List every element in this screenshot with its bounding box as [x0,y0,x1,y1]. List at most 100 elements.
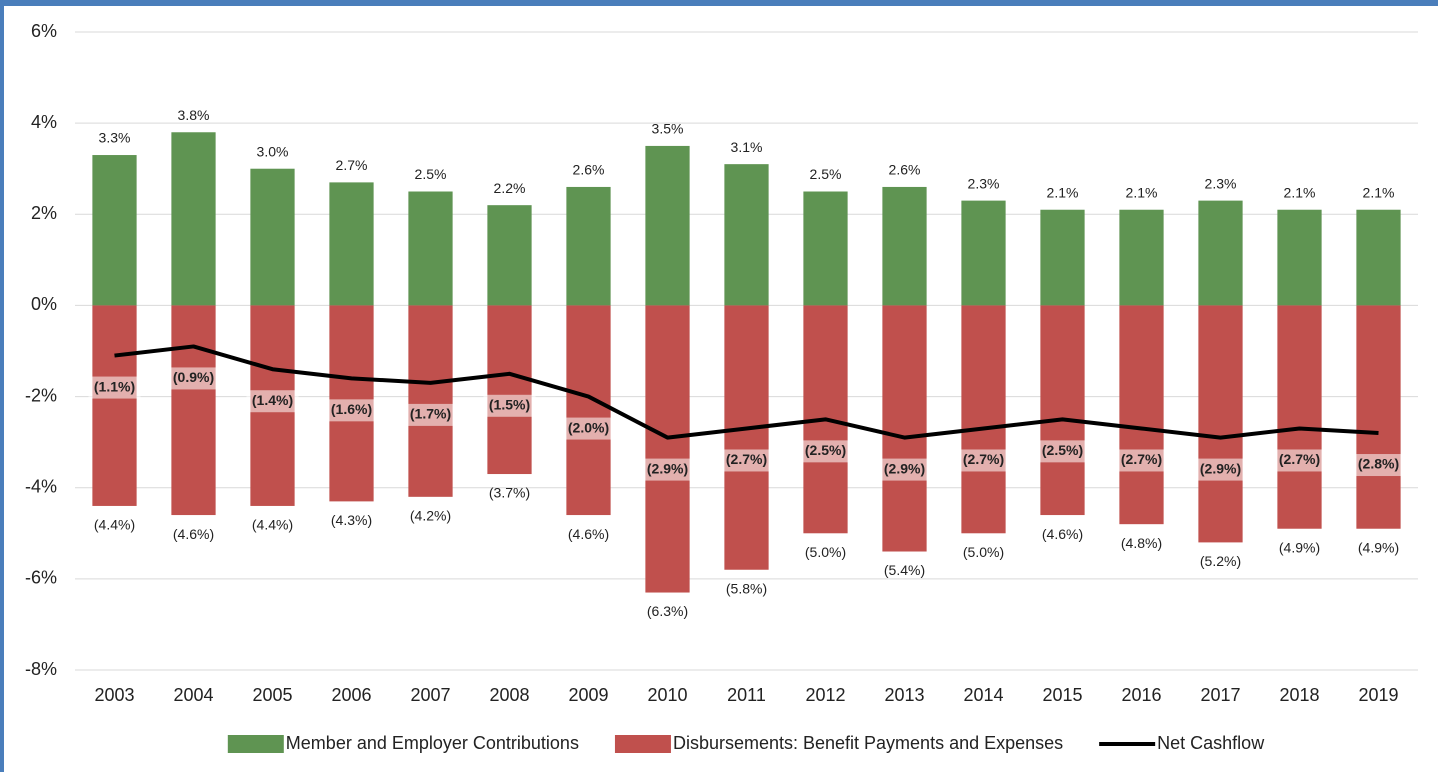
x-tick-label: 2006 [331,685,371,705]
bar [724,164,769,306]
data-label: (5.0%) [963,544,1004,560]
data-label: (1.5%) [489,396,530,412]
data-label-bg [562,417,615,440]
data-label: 3.5% [652,121,684,137]
line [114,344,1379,440]
bar [1198,305,1243,543]
data-label-bg [246,390,299,413]
x-tick-label: 2004 [173,685,213,705]
bar [724,305,769,570]
data-label: (2.5%) [805,442,846,458]
data-label-bg [720,449,773,472]
data-label: (4.3%) [331,512,372,528]
data-label: (4.6%) [173,526,214,542]
data-label: (5.4%) [884,562,925,578]
data-label: (2.7%) [1121,451,1162,467]
bar [1040,305,1085,516]
legend-swatch [227,735,284,753]
x-tick-label: 2007 [410,685,450,705]
data-label: 2.1% [1284,184,1316,200]
bar [882,305,927,552]
bar [487,205,532,306]
data-label-bg [1352,454,1405,477]
data-label: 2.5% [810,166,842,182]
bar [1119,209,1164,306]
x-tick-label: 2019 [1358,685,1398,705]
x-tick-label: 2005 [252,685,292,705]
y-tick-label: 0% [31,294,57,314]
data-label: (5.0%) [805,544,846,560]
y-tick-label: -8% [25,659,57,679]
data-label: (4.6%) [1042,526,1083,542]
data-label: 2.3% [1205,175,1237,191]
bar [92,305,137,506]
data-label: (4.9%) [1358,539,1399,555]
data-label: 3.8% [178,107,210,123]
data-label: (2.9%) [884,460,925,476]
bar [1198,200,1243,306]
data-label: 3.0% [257,143,289,159]
y-tick-label: -2% [25,385,57,405]
data-label: (1.7%) [410,406,451,422]
bar [961,305,1006,534]
data-label: (4.8%) [1121,535,1162,551]
data-label-bg [641,458,694,481]
y-tick-label: 2% [31,203,57,223]
data-label: (0.9%) [173,369,214,385]
data-label: 2.3% [968,175,1000,191]
data-label: (4.2%) [410,508,451,524]
bar [92,155,137,306]
y-tick-label: -6% [25,568,57,588]
legend-label: Disbursements: Benefit Payments and Expe… [673,733,1063,753]
x-tick-label: 2011 [727,685,766,705]
data-label-bg [1194,458,1247,481]
data-label-bg [878,458,931,481]
data-label: 2.7% [336,157,368,173]
data-label: (2.8%) [1358,456,1399,472]
x-tick-label: 2009 [568,685,608,705]
data-label: (4.6%) [568,526,609,542]
data-label-bg [799,440,852,463]
bar [566,305,611,516]
data-label: (2.7%) [1279,451,1320,467]
bar [1277,209,1322,306]
data-label-bg [404,403,457,426]
data-label-bg [88,376,141,399]
bar [1356,209,1401,306]
legend: Member and Employer Contributions Disburs… [227,733,1265,753]
legend-swatch [614,735,671,753]
data-label-bg [1036,440,1089,463]
data-label: 2.2% [494,180,526,196]
bar [1040,209,1085,306]
x-tick-label: 2013 [884,685,924,705]
x-tick-label: 2014 [963,685,1003,705]
data-label: (1.6%) [331,401,372,417]
data-label: (4.4%) [252,517,293,533]
data-label: (1.1%) [94,378,135,394]
x-tick-label: 2012 [805,685,845,705]
data-label: 3.1% [731,139,763,155]
data-label: 3.3% [99,130,131,146]
legend-label: Net Cashflow [1157,733,1265,753]
legend-label: Member and Employer Contributions [286,733,579,753]
data-label: (2.9%) [1200,460,1241,476]
x-tick-label: 2016 [1121,685,1161,705]
data-label: (2.9%) [647,460,688,476]
chart: -8% -6% -4% -2% 0% 2% 4% 6% 2003 2004 2005 2006 2007… [25,21,1418,753]
y-tick-label: 4% [31,112,57,132]
y-tick-label: -4% [25,476,57,496]
x-tick-label: 2003 [94,685,134,705]
data-label-bg [483,394,536,417]
x-tick-label: 2015 [1042,685,1082,705]
bar [645,145,690,306]
data-label: 2.5% [415,166,447,182]
bar [329,182,374,306]
data-label-bg [957,449,1010,472]
bar [882,186,927,306]
x-tick-label: 2017 [1200,685,1240,705]
bar [961,200,1006,306]
data-label: (6.3%) [647,603,688,619]
data-label: (2.7%) [963,451,1004,467]
data-label: (2.0%) [568,419,609,435]
